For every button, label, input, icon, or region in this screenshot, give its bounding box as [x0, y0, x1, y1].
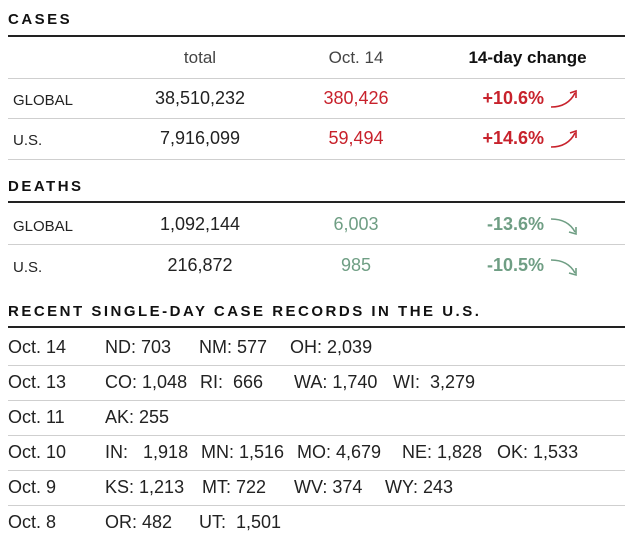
divider	[8, 118, 625, 119]
record-state: ND: 703	[105, 337, 172, 357]
row-day: 59,494	[328, 128, 384, 148]
cases-row-global: GLOBAL 38,510,232 380,426 +10.6%	[0, 80, 633, 114]
record-date: Oct. 14	[8, 337, 67, 357]
record-date: Oct. 8	[8, 512, 57, 532]
row-total: 7,916,099	[159, 128, 241, 148]
row-total: 1,092,144	[159, 214, 241, 234]
records-title: RECENT SINGLE-DAY CASE RECORDS IN THE U.…	[8, 303, 482, 320]
record-state: AK: 255	[105, 407, 170, 427]
records-rule	[8, 326, 625, 328]
row-total: 38,510,232	[154, 88, 246, 108]
record-state: NM: 577	[199, 337, 268, 357]
header-total: total	[183, 48, 217, 67]
divider	[8, 159, 625, 160]
deaths-row-us: U.S. 216,872 985 -10.5%	[0, 247, 633, 281]
record-state: IN: 1,918	[105, 442, 189, 462]
header-day: Oct. 14	[328, 48, 384, 67]
trend-up-icon	[550, 129, 577, 148]
record-date: Oct. 9	[8, 477, 57, 497]
record-state: MO: 4,679	[297, 442, 382, 462]
record-state: WI: 3,279	[393, 372, 476, 392]
record-state: CO: 1,048	[105, 372, 188, 392]
row-change: -13.6%	[486, 214, 544, 234]
row-day: 6,003	[333, 214, 379, 234]
divider	[8, 505, 625, 506]
record-date: Oct. 11	[8, 407, 65, 427]
divider	[8, 435, 625, 436]
cases-rule	[8, 35, 625, 37]
divider	[8, 365, 625, 366]
record-row: Oct. 13 CO: 1,048 RI: 666 WA: 1,740 WI: …	[0, 366, 633, 400]
divider	[8, 78, 625, 79]
record-state: OR: 482	[105, 512, 173, 532]
row-label: GLOBAL	[13, 92, 74, 109]
row-total: 216,872	[167, 255, 233, 275]
record-state: WV: 374	[294, 477, 363, 497]
row-day: 985	[340, 255, 372, 275]
row-day: 380,426	[323, 88, 389, 108]
record-state: MT: 722	[202, 477, 267, 497]
row-change: +14.6%	[482, 128, 544, 148]
divider	[8, 470, 625, 471]
record-row: Oct. 10 IN: 1,918 MN: 1,516 MO: 4,679 NE…	[0, 436, 633, 470]
cases-title: CASES	[8, 11, 73, 28]
row-label: U.S.	[13, 132, 43, 149]
cases-row-us: U.S. 7,916,099 59,494 +14.6%	[0, 120, 633, 154]
record-state: KS: 1,213	[105, 477, 185, 497]
trend-down-icon	[550, 218, 577, 236]
row-change: -10.5%	[486, 255, 544, 275]
record-state: WY: 243	[385, 477, 454, 497]
record-state: OK: 1,533	[497, 442, 579, 462]
record-row: Oct. 9 KS: 1,213 MT: 722 WV: 374 WY: 243	[0, 471, 633, 505]
deaths-row-global: GLOBAL 1,092,144 6,003 -13.6%	[0, 206, 633, 240]
trend-up-icon	[550, 89, 577, 108]
trend-down-icon	[550, 259, 577, 277]
record-state: NE: 1,828	[402, 442, 483, 462]
record-state: UT: 1,501	[199, 512, 282, 532]
record-row: Oct. 8 OR: 482 UT: 1,501	[0, 506, 633, 540]
row-label: U.S.	[13, 259, 43, 276]
record-row: Oct. 14 ND: 703 NM: 577 OH: 2,039	[0, 331, 633, 365]
deaths-title: DEATHS	[8, 178, 84, 195]
row-label: GLOBAL	[13, 218, 74, 235]
record-state: OH: 2,039	[290, 337, 373, 357]
record-row: Oct. 11 AK: 255	[0, 401, 633, 435]
header-change: 14-day change	[468, 48, 587, 67]
record-date: Oct. 10	[8, 442, 67, 462]
divider	[8, 244, 625, 245]
record-state: MN: 1,516	[201, 442, 285, 462]
record-state: RI: 666	[200, 372, 264, 392]
record-state: WA: 1,740	[294, 372, 378, 392]
divider	[8, 400, 625, 401]
row-change: +10.6%	[482, 88, 544, 108]
record-date: Oct. 13	[8, 372, 67, 392]
deaths-rule	[8, 201, 625, 203]
